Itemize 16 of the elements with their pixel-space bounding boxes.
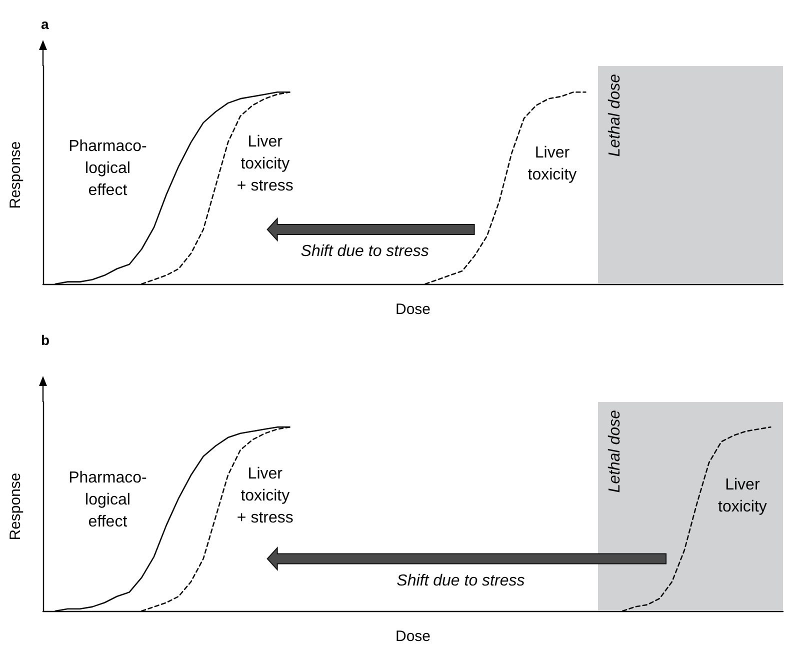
x-axis-title: Dose xyxy=(395,301,431,318)
series-label: Pharmaco- logical effect xyxy=(68,138,147,199)
series-label: Lethal dose xyxy=(606,410,624,493)
series-label: Liver toxicity + stress xyxy=(236,134,294,195)
chart-title: a xyxy=(41,16,49,32)
annotation: Shift due to stress xyxy=(300,243,429,260)
chart-title: b xyxy=(41,332,50,348)
series-label: Lethal dose xyxy=(606,74,624,157)
series-label: Liver toxicity xyxy=(528,144,577,184)
series-label: Liver toxicity + stress xyxy=(236,466,294,527)
y-axis-title: Response xyxy=(7,472,24,540)
series-label: Pharmaco- logical effect xyxy=(68,470,147,531)
y-axis-title: Response xyxy=(7,141,24,209)
x-axis-title: Dose xyxy=(395,628,431,645)
series-label: Liver toxicity xyxy=(718,476,767,516)
annotation: Shift due to stress xyxy=(396,572,525,590)
